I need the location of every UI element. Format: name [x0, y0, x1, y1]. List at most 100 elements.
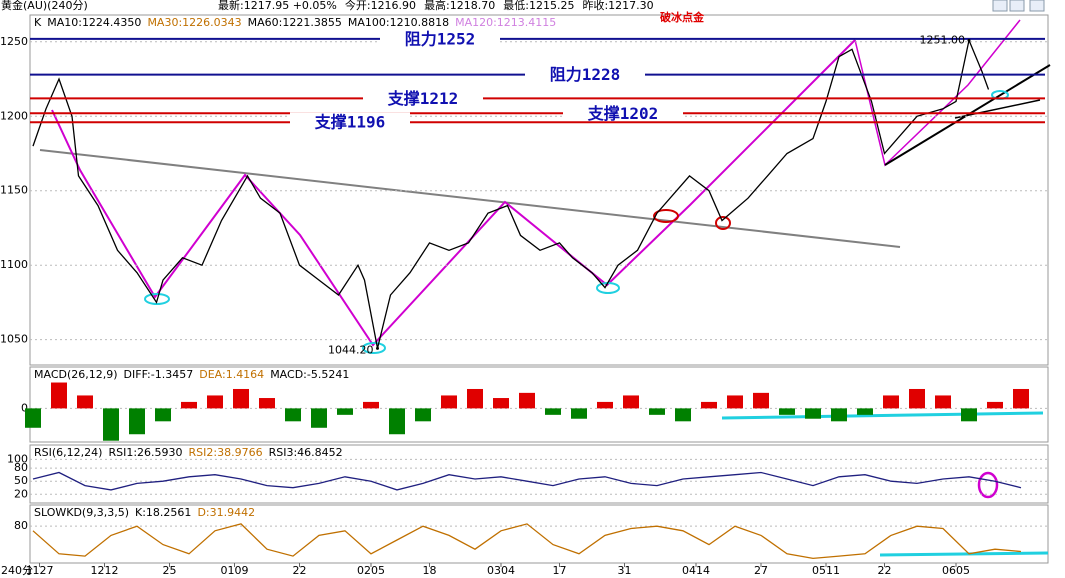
marker	[715, 216, 731, 230]
symbol: 黄金(AU)(240分)	[1, 0, 88, 12]
macd-bar	[233, 388, 249, 409]
macd-bar	[441, 395, 457, 409]
macd-bar	[961, 408, 977, 422]
macd-bar	[415, 408, 431, 422]
macd-bar	[701, 401, 717, 409]
kd-panel	[29, 504, 1049, 564]
level-label-bg	[525, 64, 645, 85]
macd-bar	[207, 395, 223, 409]
y-tick-label: 1100	[0, 258, 28, 271]
level-label-bg	[563, 103, 683, 124]
quote: 昨收:1217.30	[582, 0, 653, 12]
x-tick-label: 22	[878, 564, 892, 577]
x-tick-label: 27	[754, 564, 768, 577]
y-tick-label: 1050	[0, 333, 28, 346]
legend-item: MACD(26,12,9)	[34, 368, 118, 381]
x-tick-label: 0414	[682, 564, 710, 577]
chart-title: 破冰点金	[660, 10, 705, 24]
y-tick-label: 50	[14, 474, 28, 487]
legend-item: MA60:1221.3855	[248, 16, 342, 29]
macd-bar	[25, 408, 41, 428]
y-tick-label: 1200	[0, 109, 28, 122]
quote: 今开:1216.90	[345, 0, 416, 12]
legend-item: MA10:1224.4350	[47, 16, 141, 29]
macd-bar	[1013, 388, 1029, 409]
y-tick-label: 80	[14, 519, 28, 532]
point-mark	[376, 346, 379, 350]
macd-bar	[675, 408, 691, 422]
macd-bar	[285, 408, 301, 422]
x-tick-label: 1127	[26, 564, 54, 577]
legend-item: DEA:1.4164	[199, 368, 264, 381]
level-label: 阻力1252	[405, 29, 476, 48]
macd-bar	[649, 408, 665, 415]
kd-mark-line	[879, 551, 1049, 557]
x-tick-label: 25	[163, 564, 177, 577]
macd-panel	[29, 366, 1049, 443]
trend-line	[39, 149, 901, 248]
nav-right[interactable]	[1009, 0, 1025, 12]
drawings	[39, 19, 1051, 557]
macd-bar	[129, 408, 145, 435]
quote: 最低:1215.25	[503, 0, 574, 12]
legend-item: RSI2:38.9766	[189, 446, 263, 459]
macd-bar	[77, 395, 93, 409]
price-line	[32, 523, 1022, 560]
legend-item: K:18.2561	[135, 506, 191, 519]
zigzag-2	[854, 19, 1021, 167]
y-tick-label: 80	[14, 461, 28, 474]
quote: 最高:1218.70	[424, 0, 495, 12]
marker	[144, 293, 170, 305]
macd-bar	[727, 395, 743, 409]
point-mark	[967, 38, 971, 42]
legend-item: MA100:1210.8818	[348, 16, 449, 29]
macd-bar	[571, 408, 587, 419]
x-tick-label: 0511	[812, 564, 840, 577]
level-label-bg	[363, 88, 483, 109]
level-label-bg	[290, 112, 410, 133]
macd-bar	[155, 408, 171, 422]
macd-bar	[779, 408, 795, 415]
period-label: 240分	[1, 564, 33, 577]
level-label-bg	[380, 28, 500, 49]
macd-bar	[363, 401, 379, 409]
y-tick-label: 1250	[0, 35, 28, 48]
macd-bar	[389, 408, 405, 435]
x-tick-label: 18	[423, 564, 437, 577]
y-tick-label: 1150	[0, 184, 28, 197]
macd-bar	[337, 408, 353, 415]
zigzag	[51, 39, 856, 347]
macd-bar	[987, 401, 1003, 409]
y-tick-label: 100	[7, 452, 28, 465]
macd-bar	[753, 392, 769, 409]
main-panel	[29, 14, 1049, 366]
y-tick-label: 20	[14, 487, 28, 500]
macd-mark-line	[721, 411, 1044, 420]
legend-item: RSI(6,12,24)	[34, 446, 102, 459]
macd-bar	[519, 392, 535, 409]
macd-bar	[597, 401, 613, 409]
maximize[interactable]	[1029, 0, 1045, 12]
rsi-panel	[29, 444, 1049, 504]
macd-bar	[857, 408, 873, 415]
legend-item: MA120:1213.4115	[455, 16, 556, 29]
nav-left[interactable]	[992, 0, 1008, 12]
x-tick-label: 0605	[942, 564, 970, 577]
price-line	[32, 38, 990, 349]
macd-bar	[883, 395, 899, 409]
level-label: 支撑1212	[387, 89, 459, 108]
macd-bar	[103, 408, 119, 441]
panel-frames	[29, 14, 1049, 564]
level-label: 支撑1202	[587, 104, 659, 123]
legend-item: SLOWKD(9,3,3,5)	[34, 506, 129, 519]
marker	[362, 342, 386, 354]
x-tick-label: 0109	[221, 564, 249, 577]
legend-item: D:31.9442	[197, 506, 255, 519]
price-line	[32, 471, 1022, 491]
x-tick-label: 22	[293, 564, 307, 577]
macd-bar	[805, 408, 821, 419]
macd-bar	[467, 388, 483, 409]
legend-item: MACD:-5.5241	[270, 368, 349, 381]
point-label: 1251.00	[920, 33, 966, 46]
